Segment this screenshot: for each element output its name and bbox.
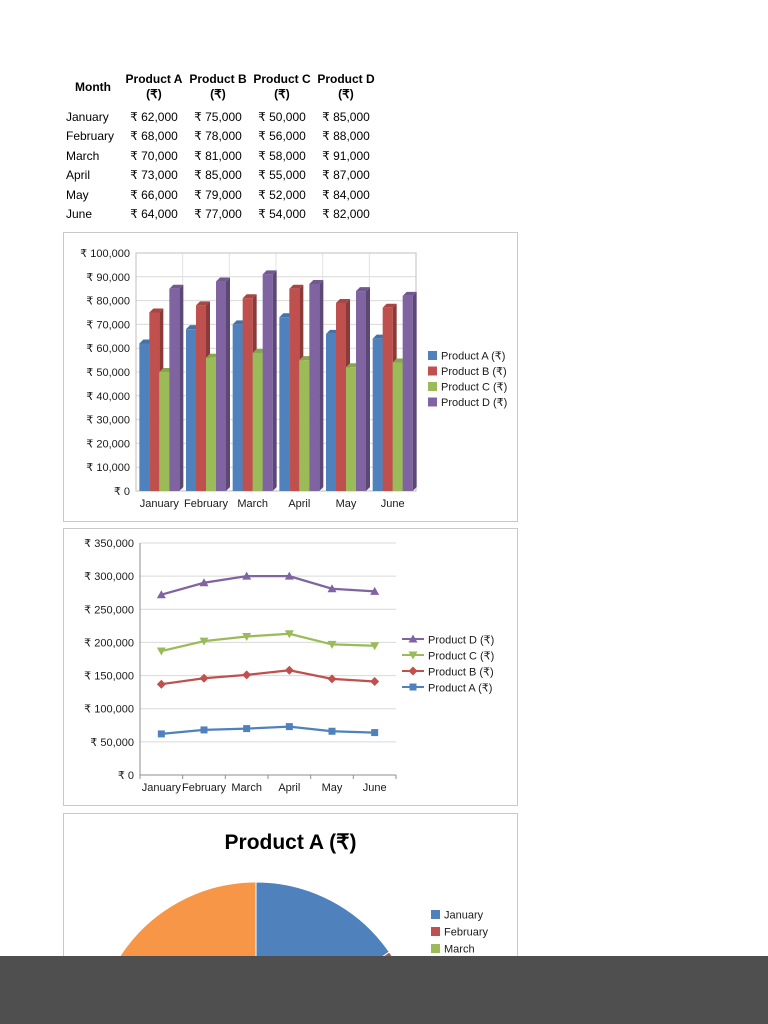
document-page: Month Product A (₹) Product B (₹) Produc… [63, 70, 518, 956]
svg-text:January: January [142, 782, 182, 794]
svg-text:₹ 20,000: ₹ 20,000 [86, 438, 130, 450]
svg-text:March: March [231, 782, 262, 794]
value-cell: ₹ 77,000 [194, 207, 242, 222]
col-header-product-c: Product C (₹) [253, 72, 311, 101]
value-cell: ₹ 68,000 [130, 129, 178, 144]
svg-text:₹ 0: ₹ 0 [114, 486, 130, 498]
pie-chart-panel: Product A (₹) JanuaryFebruaryMarchAprilM… [63, 813, 518, 956]
value-cell: ₹ 84,000 [322, 187, 370, 202]
svg-text:February: February [182, 782, 227, 794]
viewer-background [0, 956, 768, 1024]
month-cell: April [66, 168, 91, 183]
value-cell: ₹ 62,000 [130, 109, 178, 124]
col-header-month: Month [75, 79, 111, 94]
value-cell: ₹ 50,000 [258, 109, 306, 124]
svg-text:June: June [363, 782, 387, 794]
value-cell: ₹ 85,000 [322, 109, 370, 124]
svg-text:February: February [444, 927, 489, 939]
svg-text:₹ 50,000: ₹ 50,000 [86, 367, 130, 379]
value-cell: ₹ 75,000 [194, 109, 242, 124]
table-row: March ₹ 70,000 ₹ 81,000 ₹ 58,000 ₹ 91,000 [64, 146, 378, 166]
value-cell: ₹ 82,000 [322, 207, 370, 222]
value-cell: ₹ 58,000 [258, 148, 306, 163]
value-cell: ₹ 66,000 [130, 187, 178, 202]
value-cell: ₹ 54,000 [258, 207, 306, 222]
svg-text:January: January [140, 498, 180, 510]
svg-text:₹ 0: ₹ 0 [118, 770, 134, 782]
svg-text:₹ 300,000: ₹ 300,000 [84, 571, 134, 583]
svg-text:Product A (₹): Product A (₹) [428, 683, 492, 695]
svg-text:₹ 350,000: ₹ 350,000 [84, 538, 134, 550]
value-cell: ₹ 91,000 [322, 148, 370, 163]
svg-text:May: May [336, 498, 357, 510]
value-cell: ₹ 85,000 [194, 168, 242, 183]
svg-text:Product B (₹): Product B (₹) [428, 667, 494, 679]
svg-text:₹ 250,000: ₹ 250,000 [84, 604, 134, 616]
svg-text:Product A (₹): Product A (₹) [441, 351, 505, 363]
month-cell: February [66, 129, 115, 144]
bar-chart-canvas: ₹ 0 ₹ 10,000 ₹ 20,000 ₹ 30,000 ₹ 40,000 ₹ 50,… [80, 248, 507, 510]
line-chart-canvas: ₹ 0 ₹ 50,000 ₹ 100,000 ₹ 150,000 ₹ 200,000 ₹ … [84, 538, 494, 794]
svg-text:₹ 30,000: ₹ 30,000 [86, 415, 130, 427]
svg-text:Product D (₹): Product D (₹) [441, 397, 507, 409]
svg-text:March: March [444, 944, 475, 956]
value-cell: ₹ 73,000 [130, 168, 178, 183]
svg-text:Product D (₹): Product D (₹) [428, 635, 494, 647]
svg-text:₹ 100,000: ₹ 100,000 [80, 248, 130, 260]
value-cell: ₹ 78,000 [194, 129, 242, 144]
col-header-product-b: Product B (₹) [189, 72, 247, 101]
value-cell: ₹ 56,000 [258, 129, 306, 144]
svg-text:Product C (₹): Product C (₹) [441, 382, 507, 394]
svg-text:₹ 40,000: ₹ 40,000 [86, 391, 130, 403]
value-cell: ₹ 87,000 [322, 168, 370, 183]
svg-text:₹ 80,000: ₹ 80,000 [86, 296, 130, 308]
value-cell: ₹ 81,000 [194, 148, 242, 163]
month-cell: June [66, 207, 93, 222]
svg-text:June: June [381, 498, 405, 510]
bar-chart-panel: ₹ 0 ₹ 10,000 ₹ 20,000 ₹ 30,000 ₹ 40,000 ₹ 50,… [63, 232, 518, 522]
svg-text:Product C (₹): Product C (₹) [428, 651, 494, 663]
value-cell: ₹ 88,000 [322, 129, 370, 144]
svg-text:₹ 70,000: ₹ 70,000 [86, 319, 130, 331]
svg-text:₹ 10,000: ₹ 10,000 [86, 462, 130, 474]
table-row: January ₹ 62,000 ₹ 75,000 ₹ 50,000 ₹ 85,000 [64, 107, 378, 127]
line-chart-panel: ₹ 0 ₹ 50,000 ₹ 100,000 ₹ 150,000 ₹ 200,000 ₹ … [63, 528, 518, 806]
svg-text:₹ 200,000: ₹ 200,000 [84, 637, 134, 649]
table-row: May ₹ 66,000 ₹ 79,000 ₹ 52,000 ₹ 84,000 [64, 185, 378, 205]
svg-text:₹ 100,000: ₹ 100,000 [84, 704, 134, 716]
sales-table-body: January ₹ 62,000 ₹ 75,000 ₹ 50,000 ₹ 85,000 F… [64, 107, 378, 224]
month-cell: May [66, 187, 89, 202]
value-cell: ₹ 70,000 [130, 148, 178, 163]
svg-text:₹ 90,000: ₹ 90,000 [86, 272, 130, 284]
svg-text:₹ 60,000: ₹ 60,000 [86, 343, 130, 355]
value-cell: ₹ 52,000 [258, 187, 306, 202]
table-row: April ₹ 73,000 ₹ 85,000 ₹ 55,000 ₹ 87,000 [64, 166, 378, 186]
col-header-product-a: Product A (₹) [125, 72, 183, 101]
sales-table-header: Month Product A (₹) Product B (₹) Produc… [64, 70, 378, 107]
svg-text:Product B (₹): Product B (₹) [441, 366, 507, 378]
svg-text:February: February [184, 498, 229, 510]
table-row: June ₹ 64,000 ₹ 77,000 ₹ 54,000 ₹ 82,000 [64, 205, 378, 225]
value-cell: ₹ 64,000 [130, 207, 178, 222]
value-cell: ₹ 55,000 [258, 168, 306, 183]
svg-text:April: April [288, 498, 310, 510]
svg-text:₹ 50,000: ₹ 50,000 [90, 737, 134, 749]
pie-chart-title: Product A (₹) [224, 831, 357, 854]
sales-table: Month Product A (₹) Product B (₹) Produc… [64, 70, 378, 224]
svg-text:May: May [322, 782, 343, 794]
svg-text:April: April [278, 782, 300, 794]
col-header-product-d: Product D (₹) [317, 72, 375, 101]
table-row: February ₹ 68,000 ₹ 78,000 ₹ 56,000 ₹ 88,000 [64, 127, 378, 147]
svg-text:January: January [444, 910, 484, 922]
month-cell: March [66, 148, 100, 163]
svg-text:March: March [237, 498, 268, 510]
value-cell: ₹ 79,000 [194, 187, 242, 202]
header-row: Month Product A (₹) Product B (₹) Produc… [64, 70, 378, 107]
svg-text:₹ 150,000: ₹ 150,000 [84, 671, 134, 683]
month-cell: January [66, 109, 109, 124]
